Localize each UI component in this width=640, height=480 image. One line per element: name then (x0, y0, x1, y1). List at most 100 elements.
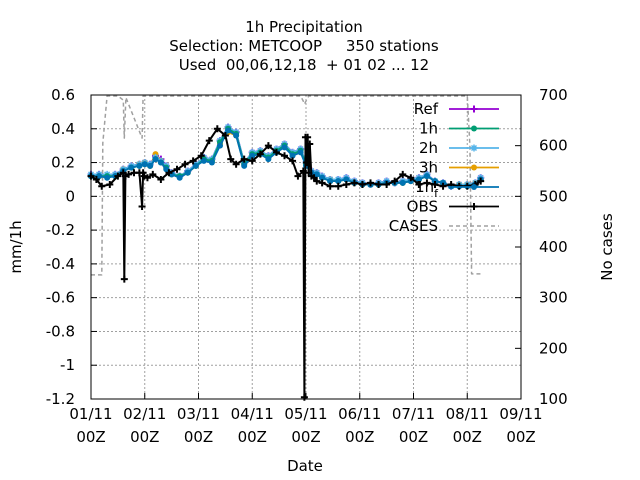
data-point (157, 175, 165, 183)
data-point (318, 179, 326, 187)
data-point (152, 156, 159, 163)
data-point (313, 171, 320, 178)
data-point (128, 164, 135, 171)
data-point (391, 177, 399, 185)
data-point (423, 179, 431, 187)
legend-label: 2h (419, 139, 438, 157)
data-point (104, 174, 111, 181)
data-point (136, 162, 143, 169)
x-tick-label-date: 03/11 (177, 405, 220, 423)
data-point (173, 165, 181, 173)
chart-title-line-1: 1h Precipitation (245, 18, 363, 36)
data-point (297, 149, 304, 156)
y2-tick-label: 600 (539, 137, 568, 155)
data-point (240, 155, 248, 163)
data-point (264, 142, 272, 150)
legend-item-3h: 3h (419, 159, 499, 177)
data-point (350, 179, 358, 187)
y-tick-label: 0.6 (51, 86, 75, 104)
x-tick-label-date: 09/11 (499, 405, 542, 423)
data-point (157, 159, 164, 166)
data-point (208, 159, 215, 166)
data-point (471, 125, 477, 132)
data-point (147, 162, 154, 169)
data-point (439, 182, 447, 190)
data-point (181, 160, 189, 168)
data-point (141, 161, 148, 168)
data-point (407, 174, 415, 182)
data-point (367, 179, 374, 187)
data-point (120, 275, 128, 283)
y-tick-label: -0.2 (46, 221, 75, 239)
y-tick-label: -1 (60, 356, 75, 374)
data-point (399, 170, 407, 178)
data-point (319, 174, 326, 181)
data-point (92, 175, 100, 183)
data-point (233, 132, 240, 139)
data-point (294, 172, 302, 180)
data-point (265, 156, 272, 163)
legend-item-1h-f: 1hf (415, 178, 499, 200)
legend-label: 1hf (415, 178, 439, 200)
data-point (114, 172, 122, 180)
data-point (205, 137, 213, 145)
data-point (149, 170, 157, 178)
legend-label: 1h (419, 120, 438, 138)
x-axis-ticks: 01/11 00Z 02/11 00Z 03/11 00Z 04/11 00Z 05/11 00Z… (69, 393, 543, 446)
x-tick-label-hour: 00Z (399, 428, 428, 446)
series-line (91, 95, 481, 276)
legend-label: Ref (414, 100, 439, 118)
data-point (470, 144, 478, 152)
x-tick-label-hour: 00Z (453, 428, 482, 446)
data-point (303, 159, 311, 167)
legend-item-1h: 1h (419, 120, 499, 138)
x-tick-label-date: 01/11 (69, 405, 112, 423)
legend-item-cases: CASES (389, 217, 499, 235)
data-point (289, 152, 296, 159)
chart-title-line-3: Used 00,06,12,18 + 01 02 ... 12 (179, 56, 429, 74)
legend-item-2h: 2h (419, 139, 499, 157)
x-tick-label-hour: 00Z (345, 428, 374, 446)
y-tick-label: 0 (65, 187, 75, 205)
data-point (306, 140, 314, 148)
data-point (358, 181, 366, 189)
y-tick-label: -0.4 (46, 255, 75, 273)
y2-axis-label: No cases (598, 213, 616, 281)
x-tick-label-hour: 00Z (76, 428, 105, 446)
x-tick-label-date: 05/11 (284, 405, 327, 423)
data-point (375, 181, 383, 189)
data-point (125, 170, 133, 178)
data-point (256, 150, 264, 158)
data-point (300, 393, 308, 401)
data-point (415, 181, 423, 189)
data-point (163, 166, 170, 173)
data-point (232, 160, 240, 168)
y2-axis-ticks: 700 600 500 400 300 200 100 (515, 86, 568, 408)
legend-item-ref: Ref (414, 100, 499, 118)
data-point (299, 167, 307, 175)
data-point (139, 169, 147, 177)
data-point (138, 202, 146, 210)
y2-tick-label: 200 (539, 339, 568, 357)
data-point (431, 181, 439, 189)
y-tick-label: -1.2 (46, 390, 75, 408)
data-point (221, 132, 229, 140)
y-tick-label: -0.8 (46, 322, 75, 340)
x-tick-label-date: 02/11 (123, 405, 166, 423)
data-point (249, 152, 256, 159)
legend-label: OBS (407, 198, 438, 216)
x-tick-label-hour: 00Z (291, 428, 320, 446)
data-point (213, 125, 221, 133)
data-point (343, 176, 350, 183)
data-point (477, 177, 485, 185)
y-tick-label: 0.4 (51, 120, 75, 138)
x-tick-label-hour: 00Z (184, 428, 213, 446)
legend-item-obs: OBS (407, 198, 499, 216)
data-point (334, 182, 342, 190)
chart-title-line-2: Selection: METCOOP 350 stations (169, 37, 439, 55)
y-axis-label: mm/1h (7, 220, 25, 273)
legend-label: 3h (419, 159, 438, 177)
data-point (225, 127, 232, 134)
data-point (342, 181, 350, 189)
